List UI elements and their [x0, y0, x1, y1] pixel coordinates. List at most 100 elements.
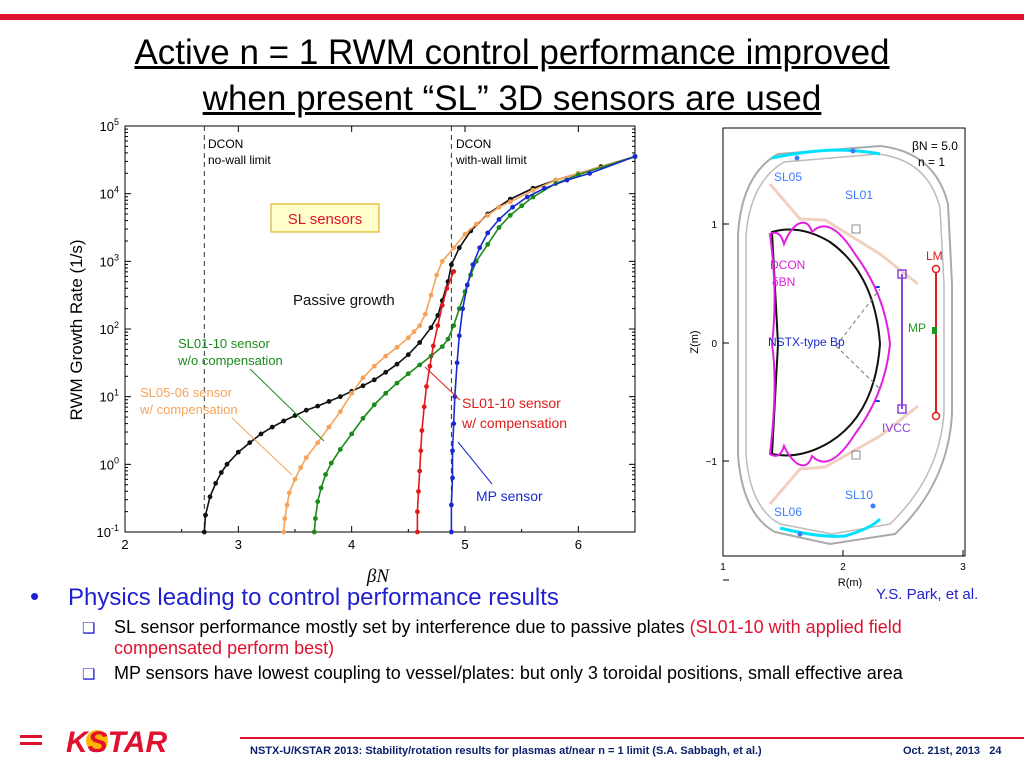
data-point	[456, 333, 462, 339]
data-point	[201, 529, 207, 535]
plasma-boundary	[770, 228, 882, 457]
data-point	[284, 502, 290, 508]
sensor-dot	[870, 503, 876, 509]
data-point	[371, 363, 377, 369]
data-point	[337, 409, 343, 414]
passive-plate-lower	[768, 404, 919, 505]
data-series	[201, 154, 638, 535]
diagram-ticks	[722, 223, 964, 581]
annotation-sl05-06-line2: w/ compensation	[139, 402, 238, 417]
data-point	[507, 212, 513, 218]
data-point	[519, 203, 525, 209]
x-tick-label: 5	[461, 537, 468, 552]
field-lines	[835, 288, 881, 390]
data-point	[337, 447, 343, 452]
data-point	[328, 460, 334, 466]
data-point	[247, 440, 253, 446]
data-point	[424, 384, 429, 389]
data-point	[417, 468, 423, 474]
data-point	[405, 371, 411, 377]
credit-text: Y.S. Park, et al.	[876, 586, 979, 603]
data-point	[224, 461, 230, 467]
annotation-sl01-10-w-line2: w/ compensation	[461, 415, 567, 431]
data-point	[282, 516, 288, 521]
data-point	[360, 383, 366, 389]
data-point	[416, 489, 421, 494]
data-point	[311, 529, 317, 535]
data-point	[383, 353, 389, 359]
dcon-label-db: δBN	[772, 275, 795, 289]
data-point	[281, 418, 287, 424]
y-tick-label: 104	[100, 185, 119, 202]
data-point	[318, 485, 324, 491]
minus-mark-upper: -	[875, 278, 880, 295]
ivcc-label: IVCC	[882, 421, 911, 435]
logo-text: KSTAR	[66, 726, 167, 759]
plot-area	[124, 125, 636, 533]
data-point	[530, 194, 536, 200]
sub-bullet-2: ❑ MP sensors have lowest coupling to ves…	[82, 663, 1010, 687]
data-point	[451, 245, 457, 251]
data-point	[349, 431, 355, 437]
data-point	[427, 363, 433, 369]
y-tick-label: 100	[100, 455, 119, 472]
data-point	[207, 494, 213, 500]
x-tick-label: 6	[575, 537, 582, 552]
data-point	[449, 262, 454, 268]
data-point	[418, 448, 424, 454]
x-tick-label: 2	[121, 537, 128, 552]
data-point	[326, 399, 332, 404]
data-point	[383, 369, 389, 375]
annotation-sl01-10-w: SL01-10 sensor w/ compensation	[424, 366, 567, 431]
data-point	[292, 476, 298, 482]
data-point	[435, 323, 441, 328]
data-point	[451, 421, 457, 427]
data-point	[417, 323, 423, 328]
legend-box: SL sensors	[270, 203, 380, 233]
data-point	[530, 187, 536, 193]
data-point	[218, 470, 224, 475]
sub-bullet-1-main: SL sensor performance mostly set by inte…	[114, 617, 690, 637]
data-point	[444, 286, 450, 291]
title-line-2: when present “SL” 3D sensors are used	[202, 79, 822, 118]
sensor-label-sl01: SL01	[845, 188, 873, 202]
title-line-1: Active n = 1 RWM control performance imp…	[134, 33, 890, 72]
ivcc-coil	[897, 269, 907, 414]
data-point	[434, 272, 440, 278]
data-point	[415, 529, 420, 535]
sub-bullet-2-text: MP sensors have lowest coupling to vesse…	[114, 663, 903, 683]
data-point	[439, 302, 445, 308]
data-point	[411, 329, 417, 335]
data-point	[286, 490, 292, 496]
footer-text: NSTX-U/KSTAR 2013: Stability/rotation re…	[250, 745, 762, 757]
x-axis-label: βN	[366, 566, 390, 587]
top-accent-bar	[0, 14, 1024, 20]
diagram-xtick-1: 1	[720, 562, 726, 573]
sensor-dot	[794, 155, 800, 161]
logo-sun-icon	[86, 730, 108, 752]
data-point	[303, 407, 309, 413]
data-point	[315, 403, 321, 409]
y-tick-label: 102	[100, 320, 119, 337]
x-tick-label: 3	[235, 537, 242, 552]
data-point	[510, 204, 515, 210]
bullet-dot-icon: •	[30, 581, 40, 611]
vline-label-right: DCON with-wall limit	[455, 137, 527, 167]
diagram-info-beta: βN = 5.0	[912, 139, 958, 153]
data-point	[258, 431, 264, 437]
sub-bullet-1: ❑ SL sensor performance mostly set by in…	[82, 617, 1010, 659]
series-line-3	[416, 271, 455, 532]
vline-label-left: DCON no-wall limit	[208, 137, 271, 167]
data-point	[451, 269, 457, 274]
data-point	[445, 336, 451, 342]
dcon-label: DCON	[770, 258, 805, 272]
data-point	[417, 362, 423, 368]
data-point	[269, 424, 275, 430]
diagram-frame	[722, 127, 966, 557]
data-point	[485, 212, 491, 218]
sensor-dot	[797, 531, 803, 537]
diagram-info-n: n = 1	[918, 155, 945, 169]
lm-label: LM	[926, 249, 943, 263]
data-point	[415, 509, 420, 515]
annotation-mp: MP sensor	[457, 441, 543, 504]
